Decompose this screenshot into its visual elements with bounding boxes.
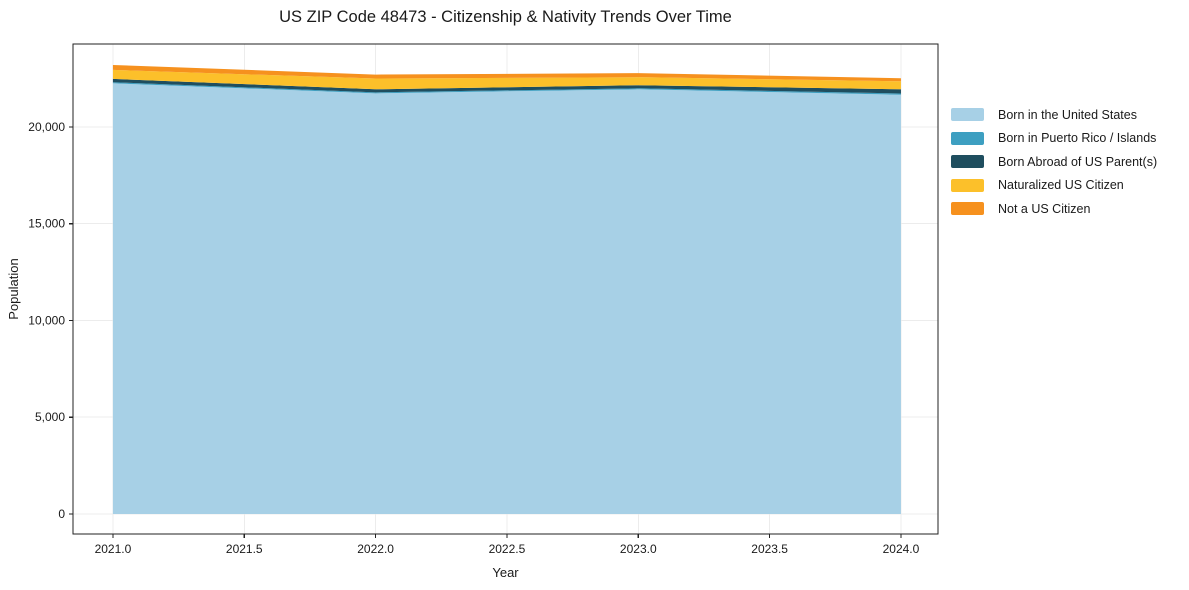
y-axis-label: Population [6,258,21,319]
x-tick-label: 2024.0 [883,542,920,556]
x-tick-label: 2021.0 [95,542,132,556]
legend-item-3: Naturalized US Citizen [951,174,1157,198]
legend-swatch [951,155,984,169]
area-series-3 [112,69,901,90]
area-series-4 [112,64,901,82]
x-tick-label: 2022.0 [357,542,394,556]
legend-label: Born in Puerto Rico / Islands [998,131,1157,146]
area-series-0 [112,83,901,514]
y-tick-label: 0 [58,507,65,521]
x-tick-label: 2022.5 [489,542,526,556]
x-tick-label: 2021.5 [226,542,263,556]
legend-label: Naturalized US Citizen [998,178,1124,193]
legend-swatch [951,202,984,216]
y-tick-label: 5,000 [35,410,65,424]
legend-item-2: Born Abroad of US Parent(s) [951,150,1157,174]
area-series-1 [112,82,901,95]
legend-swatch [951,108,984,122]
legend-label: Born in the United States [998,107,1137,122]
axes-frame [72,43,939,535]
legend: Born in the United States Born in Puerto … [951,103,1157,221]
area-series-2 [112,78,901,94]
legend-item-0: Born in the United States [951,103,1157,127]
x-tick-label: 2023.0 [620,542,657,556]
legend-item-1: Born in Puerto Rico / Islands [951,127,1157,151]
legend-swatch [951,178,984,192]
x-tick-label: 2023.5 [751,542,788,556]
legend-swatch [951,131,984,145]
legend-item-4: Not a US Citizen [951,197,1157,221]
y-tick-label: 10,000 [28,313,65,327]
legend-label: Born Abroad of US Parent(s) [998,154,1158,169]
y-tick-label: 20,000 [28,120,65,134]
chart-title: US ZIP Code 48473 - Citizenship & Nativi… [279,8,732,26]
legend-label: Not a US Citizen [998,201,1091,216]
x-axis-label: Year [492,565,519,580]
y-tick-label: 15,000 [28,217,65,231]
